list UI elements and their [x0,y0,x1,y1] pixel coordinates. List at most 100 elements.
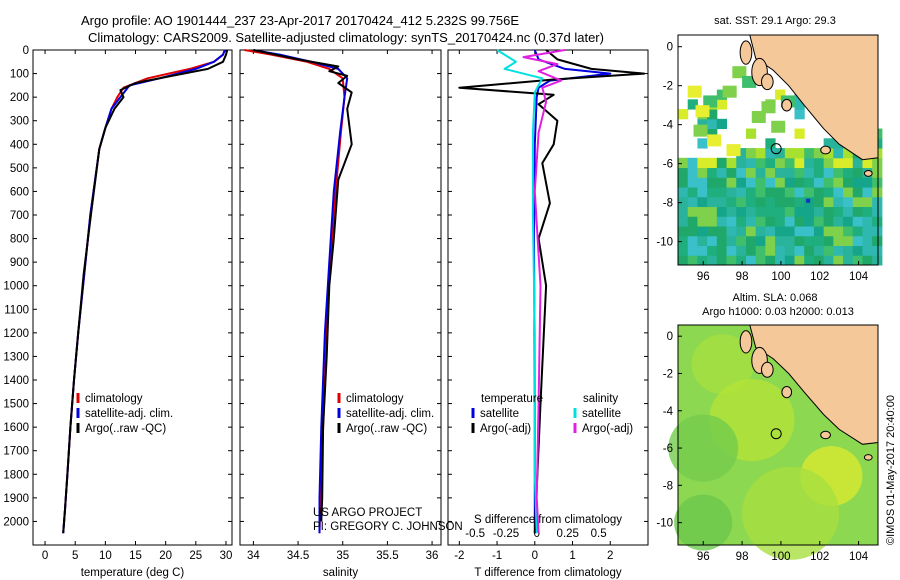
diff-legend-sal-heading: salinity [583,393,618,405]
sst-pixel [833,245,844,256]
sst-pixel [726,245,737,256]
temperature-xtick-label: 25 [189,550,202,562]
sst-pixel [784,148,796,159]
sst-pixel [784,216,796,227]
depth-tick-label: 2000 [3,516,29,528]
sst-pixel [687,245,698,256]
salinity-legend-label: satellite-adj. clim. [346,408,434,420]
difference-profile-chart: -2 -1 0 1 2 -0.5 -0.25 0 0.25 0.5 S difference fro… [447,49,649,579]
sst-pixel [707,245,718,256]
sst-pixel [794,109,805,120]
sst-pixel [813,206,825,217]
sst-pixel [775,148,786,159]
sst-pixel [707,134,722,147]
sst-pixel [794,99,805,110]
sst-pixel [813,255,825,266]
sst-pixel [707,177,718,188]
sst-pixel [794,167,805,178]
sst-pixel [775,167,786,178]
imos-credit: ©IMOS 01-May-2017 20:40:00 [885,395,897,545]
sst-pixel [697,118,708,130]
sst-pixel [695,105,710,118]
sst-pixel [687,216,698,227]
sst-pixel [872,216,883,227]
sst-pixel [687,196,698,208]
sst-pixel [843,167,854,178]
sst-pixel [745,177,757,188]
temperature-xtick-label: 15 [129,550,142,562]
sst-pixel [852,235,863,247]
sst-pixel [833,196,844,208]
sst-pixel [755,226,766,237]
sst-pixel [761,101,776,114]
difference-series-line [522,49,566,534]
island [820,145,831,155]
sst-pixel [745,255,757,266]
temperature-xtick-label: 30 [220,550,233,562]
island [739,40,753,65]
sst-pixel [823,187,834,198]
sst-pixel [843,206,854,217]
sst-pixel [843,148,854,159]
sst-pixel [755,216,766,227]
depth-tick-label: 700 [10,210,29,222]
depth-tick-label: 800 [10,234,29,246]
sst-pixel [707,128,718,139]
temperature-legend-label: climatology [85,393,143,405]
sst-pixel [784,177,796,188]
island [760,361,774,378]
title-line1: Argo profile: AO 1901444_237 23-Apr-2017… [81,13,519,28]
salinity-frame [239,49,442,546]
sst-pixel [716,196,728,208]
sst-pixel [813,226,825,237]
sst-pixel [755,245,766,256]
map-ytick-label: -8 [663,480,673,492]
map-ytick-label: 0 [667,331,673,343]
sst-pixel [806,198,811,203]
sst-pixel [862,177,873,188]
sst-pixel [794,245,805,256]
sst-pixel [755,167,766,178]
sst-pixel [794,206,805,217]
sst-pixel [823,245,834,256]
sst-pixel [833,187,844,198]
depth-tick-label: 1000 [3,281,29,293]
temperature-frame [32,49,233,546]
sst-pixel [771,120,786,133]
sst-pixel [872,177,883,188]
sst-pixel [745,216,757,227]
map-xtick-label: 104 [849,271,869,283]
sst-pixel [765,206,776,217]
sal-diff-tick-label: -0.25 [493,528,519,540]
difference-series-line [496,49,544,534]
sst-pixel [707,167,718,178]
difference-axis-label: T difference from climatology [474,567,621,579]
sst-pixel [833,216,844,227]
sst-pixel [813,167,825,178]
diff-sal-legend-label: Argo(-adj) [582,423,633,435]
sst-pixel [726,177,737,188]
sst-pixel [813,157,825,169]
salinity-xtick-label: 34.5 [287,550,309,562]
sst-pixel [852,216,863,227]
sst-pixel [716,255,728,266]
sst-pixel [755,187,766,198]
sst-pixel [697,167,708,178]
island [781,98,793,112]
sst-pixel [775,216,786,227]
sst-pixel [687,255,698,266]
sst-pixel [707,235,718,247]
sst-pixel [775,206,786,217]
sst-pixel [716,177,728,188]
sst-pixel [687,157,698,169]
sst-pixel [872,196,883,208]
sst-pixel [745,167,757,178]
sst-pixel [678,206,689,217]
sst-pixel [755,157,766,169]
sst-pixel [794,226,805,237]
sst-pixel [775,255,786,266]
sst-pixel [823,226,834,237]
sst-pixel [804,167,815,178]
map-ytick-label: -4 [663,120,674,132]
sst-pixel [745,245,757,256]
